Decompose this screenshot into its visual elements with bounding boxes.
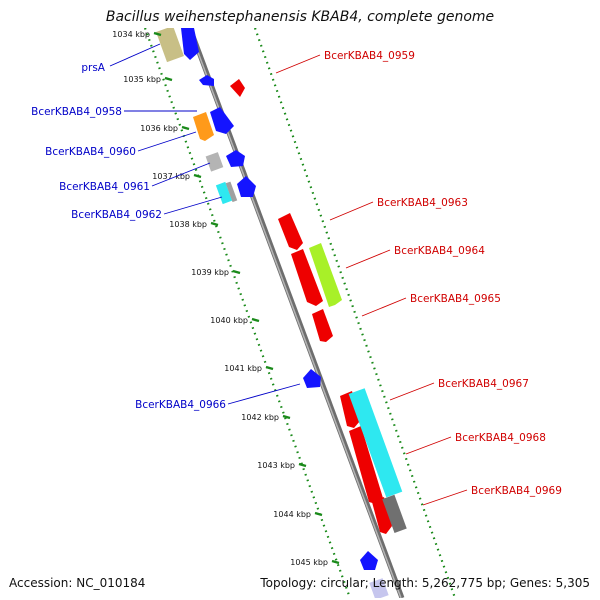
- label-connector: [151, 162, 211, 187]
- feature-gene-orange: [193, 112, 214, 141]
- feature-gene-blue: [199, 75, 214, 86]
- gene-label-forward[interactable]: BcerKBAB4_0967: [438, 378, 529, 390]
- tick-label: 1037 kbp: [152, 172, 190, 181]
- gene-label-reverse[interactable]: BcerKBAB4_0962: [71, 209, 162, 221]
- feature-gene-red: [278, 213, 303, 250]
- label-connector: [109, 43, 161, 67]
- gene-label-reverse[interactable]: BcerKBAB4_0961: [59, 181, 150, 193]
- label-connector: [361, 297, 407, 317]
- tick-label: 1043 kbp: [257, 461, 295, 470]
- tick-label: 1042 kbp: [241, 413, 279, 422]
- gene-label-forward[interactable]: BcerKBAB4_0964: [394, 245, 485, 257]
- label-connector: [389, 382, 435, 401]
- feature-gene-tan: [156, 28, 184, 63]
- label-connector: [275, 54, 321, 74]
- tick-mark: [251, 317, 260, 323]
- feature-gene-grey: [382, 494, 407, 533]
- gene-label-reverse[interactable]: prsA: [81, 62, 105, 74]
- tick-label: 1039 kbp: [191, 268, 229, 277]
- tick-label: 1034 kbp: [112, 30, 150, 39]
- feature-gene-red: [372, 497, 392, 534]
- feature-gene-red: [291, 249, 323, 306]
- tick-label: 1044 kbp: [273, 510, 311, 519]
- label-connector: [422, 489, 468, 506]
- tick-mark: [282, 414, 291, 420]
- tick-label: 1035 kbp: [123, 75, 161, 84]
- tick-mark: [331, 559, 340, 565]
- scale-ticks: 1034 kbp 1035 kbp 1036 kbp 1037 kbp 1038 kbp…: [112, 30, 340, 567]
- feature-gene-blue: [181, 28, 199, 60]
- label-connector: [405, 436, 452, 455]
- feature-gene-red: [230, 79, 245, 97]
- label-connector: [345, 249, 391, 269]
- tick-mark: [210, 221, 219, 227]
- label-connector: [227, 383, 301, 405]
- feature-gene-red: [340, 391, 360, 428]
- gene-label-forward[interactable]: BcerKBAB4_0963: [377, 197, 468, 209]
- feature-gene-blue: [226, 150, 245, 167]
- feature-gene-blue: [360, 551, 378, 570]
- tick-label: 1038 kbp: [169, 220, 207, 229]
- feature-gene-grey: [205, 152, 224, 172]
- accession-text: Accession: NC_010184: [9, 576, 146, 590]
- feature-gene-grey: [225, 181, 238, 203]
- label-connector: [137, 131, 197, 152]
- feature-gene-lavender: [369, 578, 389, 598]
- tick-label: 1041 kbp: [224, 364, 262, 373]
- feature-gene-green: [309, 243, 342, 307]
- feature-gene-red: [312, 309, 333, 342]
- gene-label-reverse[interactable]: BcerKBAB4_0958: [31, 106, 122, 118]
- tick-mark: [265, 365, 274, 371]
- gene-label-reverse[interactable]: BcerKBAB4_0966: [135, 399, 226, 411]
- feature-gene-cyan: [215, 181, 233, 205]
- gene-label-reverse[interactable]: BcerKBAB4_0960: [45, 146, 136, 158]
- genome-title: Bacillus weihenstephanensis KBAB4, compl…: [105, 9, 495, 25]
- inner-dotted-ring: [143, 28, 352, 598]
- tick-mark: [298, 462, 307, 468]
- gene-label-forward[interactable]: BcerKBAB4_0968: [455, 432, 546, 444]
- tick-label: 1040 kbp: [210, 316, 248, 325]
- gene-label-forward[interactable]: BcerKBAB4_0965: [410, 293, 501, 305]
- gene-labels: prsA BcerKBAB4_0958 BcerKBAB4_0960 BcerKBAB…: [31, 43, 562, 506]
- gene-label-forward[interactable]: BcerKBAB4_0969: [471, 485, 562, 497]
- label-connector: [329, 201, 374, 221]
- feature-gene-red: [349, 426, 383, 504]
- tick-label: 1045 kbp: [290, 558, 328, 567]
- tick-mark: [314, 511, 323, 517]
- tick-mark: [164, 76, 173, 82]
- feature-gene-blue: [303, 369, 321, 388]
- tick-mark: [193, 173, 202, 179]
- tick-mark: [153, 31, 162, 37]
- label-connector: [163, 196, 223, 215]
- topology-text: Topology: circular; Length: 5,262,775 bp…: [260, 576, 590, 590]
- tick-label: 1036 kbp: [140, 124, 178, 133]
- feature-gene-cyan: [348, 388, 403, 498]
- feature-gene-blue: [210, 107, 234, 134]
- tick-mark: [181, 125, 190, 131]
- tick-mark: [232, 269, 241, 275]
- gene-label-forward[interactable]: BcerKBAB4_0959: [324, 50, 415, 62]
- feature-gene-blue: [237, 176, 256, 197]
